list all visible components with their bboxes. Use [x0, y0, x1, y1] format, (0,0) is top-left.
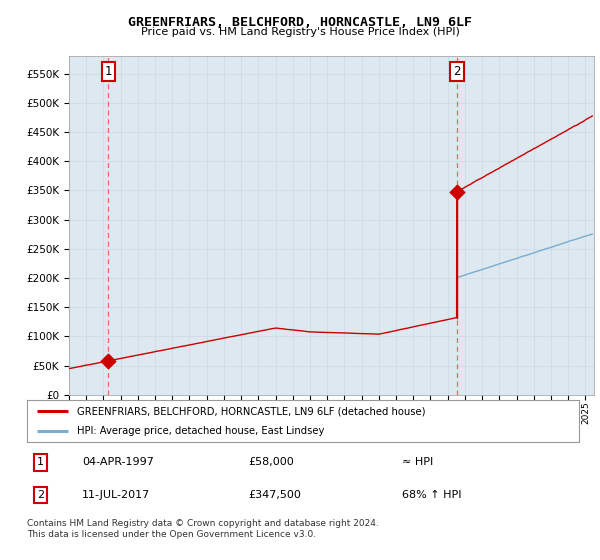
Point [103, 357, 113, 366]
Text: 11-JUL-2017: 11-JUL-2017 [82, 489, 151, 500]
Text: Price paid vs. HM Land Registry's House Price Index (HPI): Price paid vs. HM Land Registry's House … [140, 27, 460, 37]
Text: Contains HM Land Registry data © Crown copyright and database right 2024.
This d: Contains HM Land Registry data © Crown c… [27, 519, 379, 539]
Text: ≈ HPI: ≈ HPI [403, 458, 434, 468]
Text: 1: 1 [104, 65, 112, 78]
Text: 2: 2 [453, 65, 461, 78]
Text: 68% ↑ HPI: 68% ↑ HPI [403, 489, 462, 500]
Text: GREENFRIARS, BELCHFORD, HORNCASTLE, LN9 6LF: GREENFRIARS, BELCHFORD, HORNCASTLE, LN9 … [128, 16, 472, 29]
Text: 1: 1 [37, 458, 44, 468]
Text: £58,000: £58,000 [248, 458, 293, 468]
Point [452, 188, 461, 197]
Text: £347,500: £347,500 [248, 489, 301, 500]
Text: 04-APR-1997: 04-APR-1997 [82, 458, 154, 468]
Text: HPI: Average price, detached house, East Lindsey: HPI: Average price, detached house, East… [77, 426, 324, 436]
Text: 2: 2 [37, 489, 44, 500]
Text: GREENFRIARS, BELCHFORD, HORNCASTLE, LN9 6LF (detached house): GREENFRIARS, BELCHFORD, HORNCASTLE, LN9 … [77, 407, 425, 416]
